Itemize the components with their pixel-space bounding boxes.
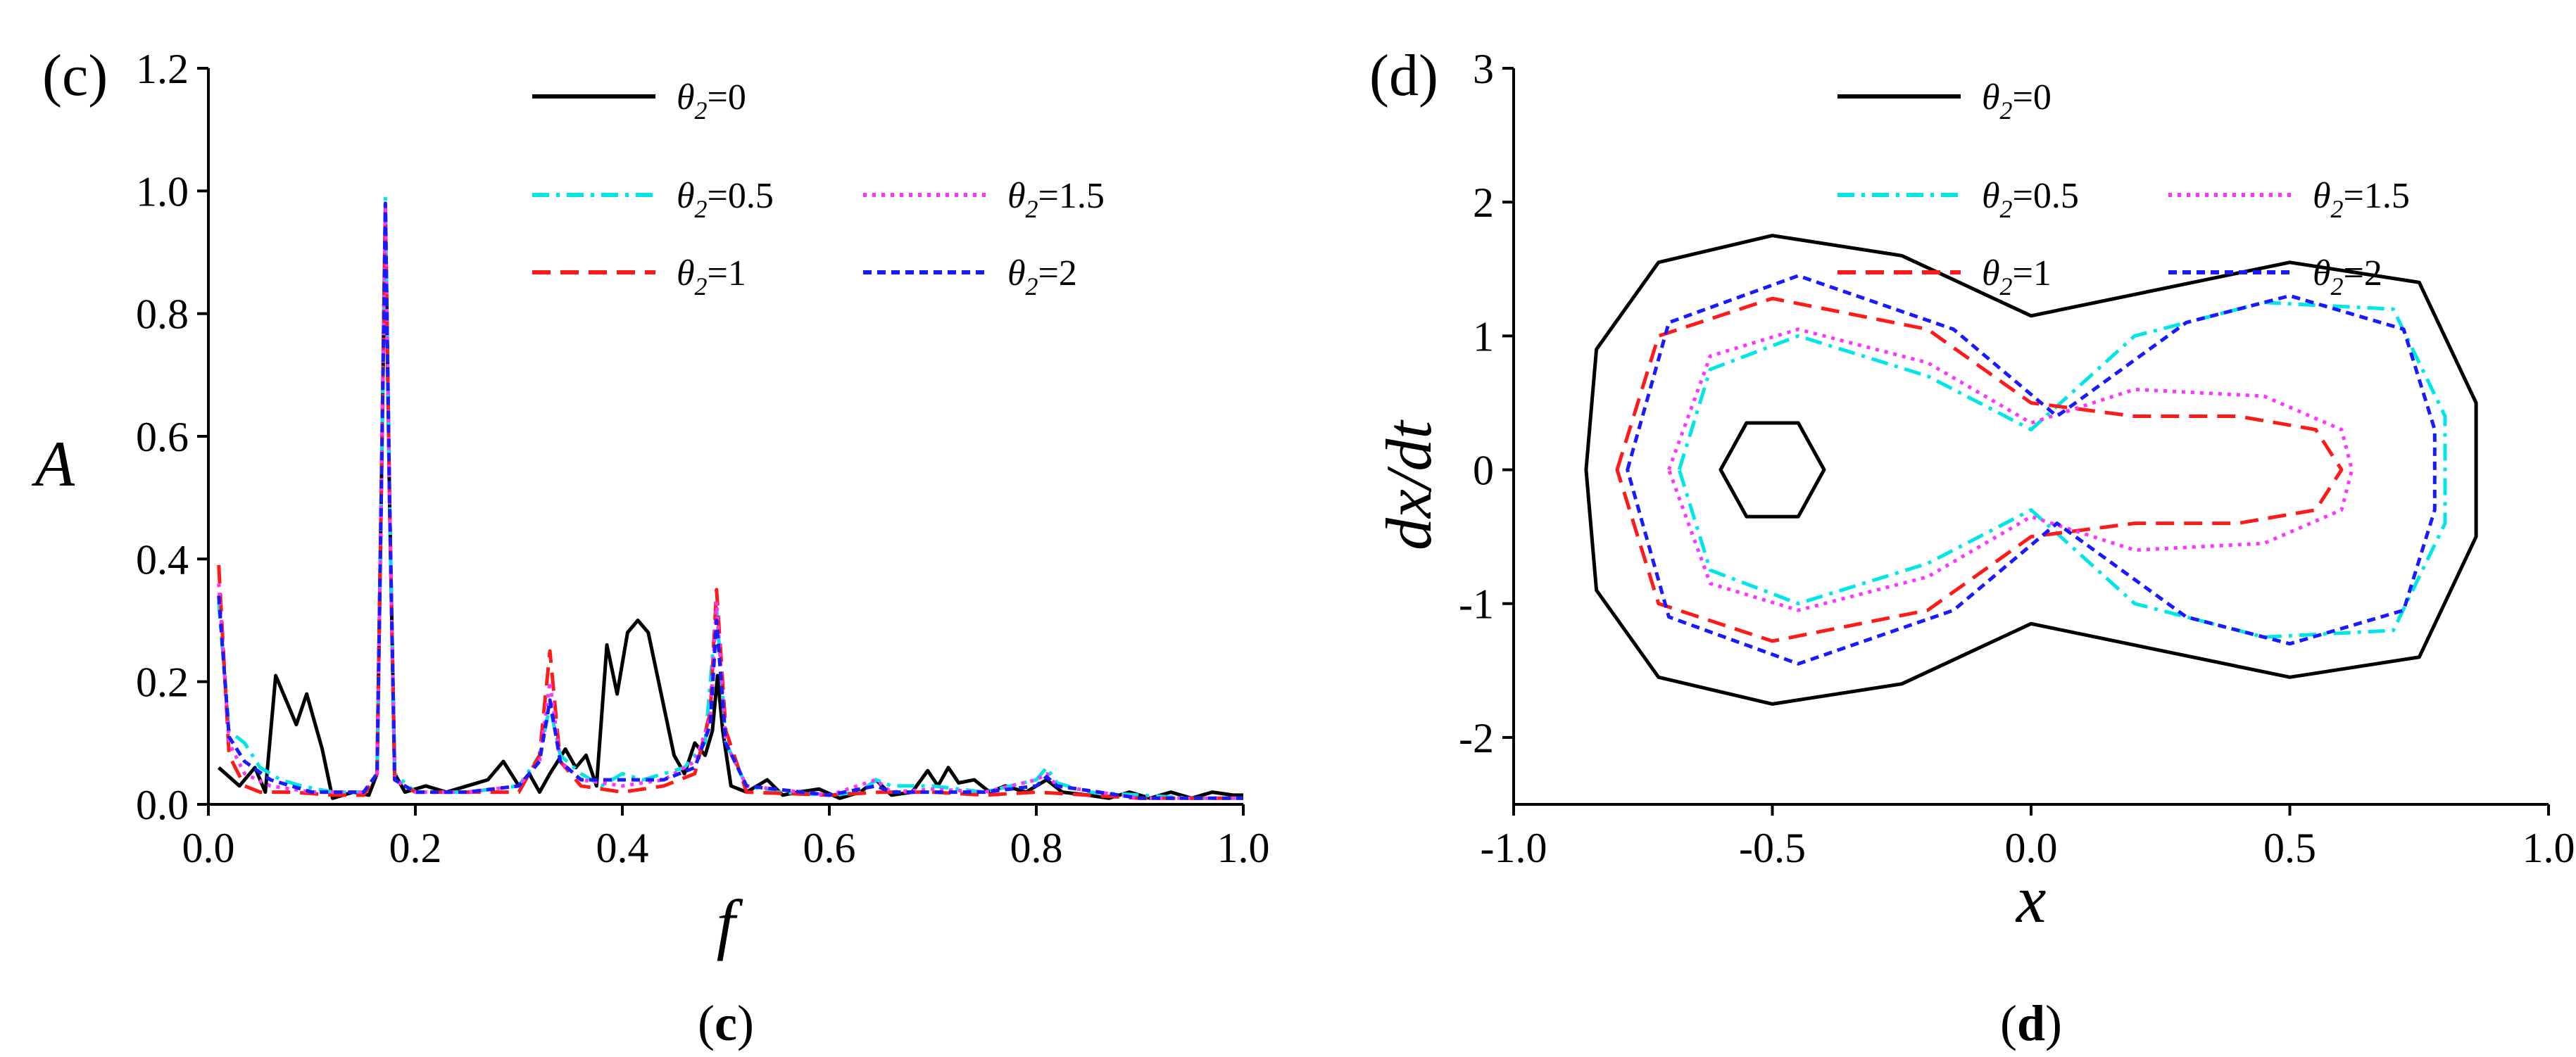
- panel-c-y-tick-label: 1.2: [136, 46, 189, 92]
- panel-d-series-theta0: [1584, 234, 2478, 706]
- panel-c-y-tick-label: 0.4: [136, 536, 189, 583]
- panel-d-tag: (d): [1369, 43, 1438, 108]
- panel-d-y-tick-label: -2: [1459, 715, 1494, 761]
- panel-c-series-theta1: [217, 208, 1243, 800]
- panel-d-series-theta1: [1615, 296, 2344, 643]
- panel-c-series: [217, 195, 1243, 800]
- panel-c-ylabel: A: [31, 428, 75, 500]
- panel-c-x-tick-label: 0.6: [803, 825, 856, 871]
- panel-d: (d) -1.0 -0.5 0.0 0.5 1.0 -2 -1 0 1 2 3 dx/dt x θ2…: [1369, 43, 2575, 1051]
- panel-d-series-theta2: [1626, 274, 2437, 666]
- panel-c-x-tick-label: 0.0: [182, 825, 235, 871]
- panel-d-legend-label-theta0: θ2=0: [1982, 77, 2052, 125]
- panel-c-legend-label-theta2: θ2=2: [1007, 253, 1077, 300]
- panel-c-y-tick-label: 1.0: [136, 168, 189, 215]
- panel-d-legend-label-theta05: θ2=0.5: [1982, 176, 2079, 223]
- panel-d-legend-label-theta1: θ2=1: [1982, 253, 2052, 300]
- panel-c-x-tick-label: 0.4: [596, 825, 649, 871]
- panel-c-ticks: 0.0 0.2 0.4 0.6 0.8 1.0 0.0 0.2 0.4 0.6 0.8 1.0 1.2: [136, 46, 1270, 871]
- panel-d-y-tick-label: 1: [1473, 313, 1494, 360]
- panel-c-series-theta2: [217, 201, 1243, 800]
- panel-d-legend: θ2=0 θ2=0.5 θ2=1.5 θ2=1 θ2=2: [1837, 77, 2410, 300]
- panel-d-y-tick-label: 2: [1473, 179, 1494, 226]
- panel-d-y-tick-label: 0: [1473, 448, 1494, 494]
- panel-c-x-tick-label: 1.0: [1217, 825, 1270, 871]
- panel-c-series-theta0: [218, 208, 1243, 800]
- panel-c-tag: (c): [42, 43, 108, 108]
- panel-d-x-tick-label: 0.0: [2005, 825, 2058, 871]
- panel-c-y-tick-label: 0.8: [136, 291, 189, 338]
- panel-c-x-tick-label: 0.8: [1010, 825, 1063, 871]
- panel-d-caption: (d): [2000, 995, 2062, 1051]
- panel-c-caption: (c): [698, 995, 754, 1051]
- panel-d-x-tick-label: 1.0: [2522, 825, 2575, 871]
- panel-d-series-theta05: [1677, 300, 2447, 639]
- panel-c-legend-label-theta0: θ2=0: [677, 77, 746, 125]
- panel-d-y-tick-label: -1: [1459, 581, 1494, 628]
- panel-d-series-theta15: [1667, 327, 2354, 612]
- panel-d-legend-label-theta2: θ2=2: [2313, 253, 2382, 300]
- panel-c-legend-label-theta1: θ2=1: [677, 253, 746, 300]
- panel-c-y-tick-label: 0.2: [136, 659, 189, 706]
- panel-c-xlabel: f: [717, 886, 743, 961]
- panel-d-xlabel: x: [2015, 861, 2047, 937]
- panel-d-ylabel: dx/dt: [1373, 419, 1445, 550]
- panel-d-x-tick-label: 0.5: [2263, 825, 2316, 871]
- panel-d-series-theta0: [1719, 421, 1826, 519]
- panel-d-x-tick-label: -1.0: [1481, 825, 1547, 871]
- panel-d-series: [1584, 234, 2478, 706]
- panel-d-legend-label-theta15: θ2=1.5: [2313, 176, 2410, 223]
- panel-c-y-tick-label: 0.0: [136, 782, 189, 828]
- panel-d-y-tick-label: 3: [1473, 46, 1494, 92]
- panel-c: (c) 0.0 0.2 0.4 0.6 0.8 1.0 0.0 0.2 0.4 0.6 0.8 1.0…: [31, 43, 1270, 1051]
- panel-d-ticks: -1.0 -0.5 0.0 0.5 1.0 -2 -1 0 1 2 3: [1459, 46, 2575, 871]
- panel-c-y-tick-label: 0.6: [136, 414, 189, 460]
- panel-c-legend-label-theta15: θ2=1.5: [1007, 176, 1105, 223]
- panel-c-legend: θ2=0 θ2=0.5 θ2=1.5 θ2=1 θ2=2: [532, 77, 1105, 300]
- panel-c-legend-label-theta05: θ2=0.5: [677, 176, 774, 223]
- panel-c-x-tick-label: 0.2: [389, 825, 442, 871]
- panel-d-x-tick-label: -0.5: [1739, 825, 1806, 871]
